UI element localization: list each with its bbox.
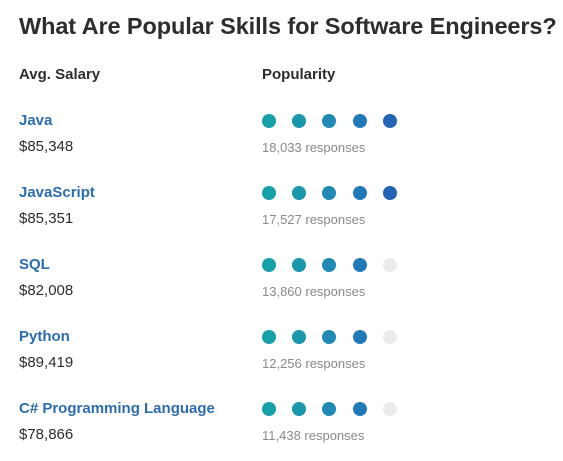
- popularity-dot: [383, 186, 397, 200]
- response-count: 11,438 responses: [262, 428, 365, 443]
- popularity-rating: [262, 330, 412, 344]
- popularity-dot: [322, 186, 336, 200]
- popularity-dot: [292, 258, 306, 272]
- popularity-dot: [383, 330, 397, 344]
- popularity-dot: [262, 330, 276, 344]
- popularity-header: Popularity: [262, 66, 336, 83]
- popularity-dot: [262, 114, 276, 128]
- response-count: 12,256 responses: [262, 356, 366, 371]
- skill-link-python[interactable]: Python: [19, 328, 70, 345]
- skill-row-csharp: C# Programming Language $78,866 11,438 r…: [0, 400, 563, 460]
- popularity-dot: [353, 402, 367, 416]
- skill-row-java: Java $85,348 18,033 responses: [0, 112, 563, 172]
- popularity-dot: [262, 402, 276, 416]
- skill-row-sql: SQL $82,008 13,860 responses: [0, 256, 563, 316]
- popularity-dot: [322, 114, 336, 128]
- popularity-dot: [322, 402, 336, 416]
- skill-salary: $85,348: [19, 138, 74, 155]
- skill-row-python: Python $89,419 12,256 responses: [0, 328, 563, 388]
- skill-salary: $78,866: [19, 426, 74, 443]
- popularity-dot: [353, 114, 367, 128]
- popularity-rating: [262, 258, 412, 272]
- skill-link-sql[interactable]: SQL: [19, 256, 50, 273]
- popularity-dot: [292, 402, 306, 416]
- popularity-dot: [383, 402, 397, 416]
- popularity-dot: [292, 186, 306, 200]
- popularity-dot: [262, 258, 276, 272]
- popularity-dot: [292, 114, 306, 128]
- avg-salary-header: Avg. Salary: [19, 66, 101, 83]
- popularity-dot: [262, 186, 276, 200]
- popularity-dot: [322, 330, 336, 344]
- popularity-dot: [353, 186, 367, 200]
- response-count: 17,527 responses: [262, 212, 366, 227]
- skill-link-javascript[interactable]: JavaScript: [19, 184, 95, 201]
- page-title: What Are Popular Skills for Software Eng…: [19, 13, 557, 39]
- skill-row-javascript: JavaScript $85,351 17,527 responses: [0, 184, 563, 244]
- popularity-dot: [383, 258, 397, 272]
- skill-salary: $82,008: [19, 282, 74, 299]
- popularity-rating: [262, 114, 412, 128]
- popularity-rating: [262, 186, 412, 200]
- skill-link-csharp[interactable]: C# Programming Language: [19, 400, 215, 417]
- skill-salary: $85,351: [19, 210, 74, 227]
- popularity-dot: [353, 330, 367, 344]
- response-count: 18,033 responses: [262, 140, 366, 155]
- popularity-dot: [383, 114, 397, 128]
- skill-link-java[interactable]: Java: [19, 112, 53, 129]
- skill-salary: $89,419: [19, 354, 74, 371]
- popularity-dot: [322, 258, 336, 272]
- popularity-dot: [292, 330, 306, 344]
- popularity-rating: [262, 402, 412, 416]
- response-count: 13,860 responses: [262, 284, 366, 299]
- popularity-dot: [353, 258, 367, 272]
